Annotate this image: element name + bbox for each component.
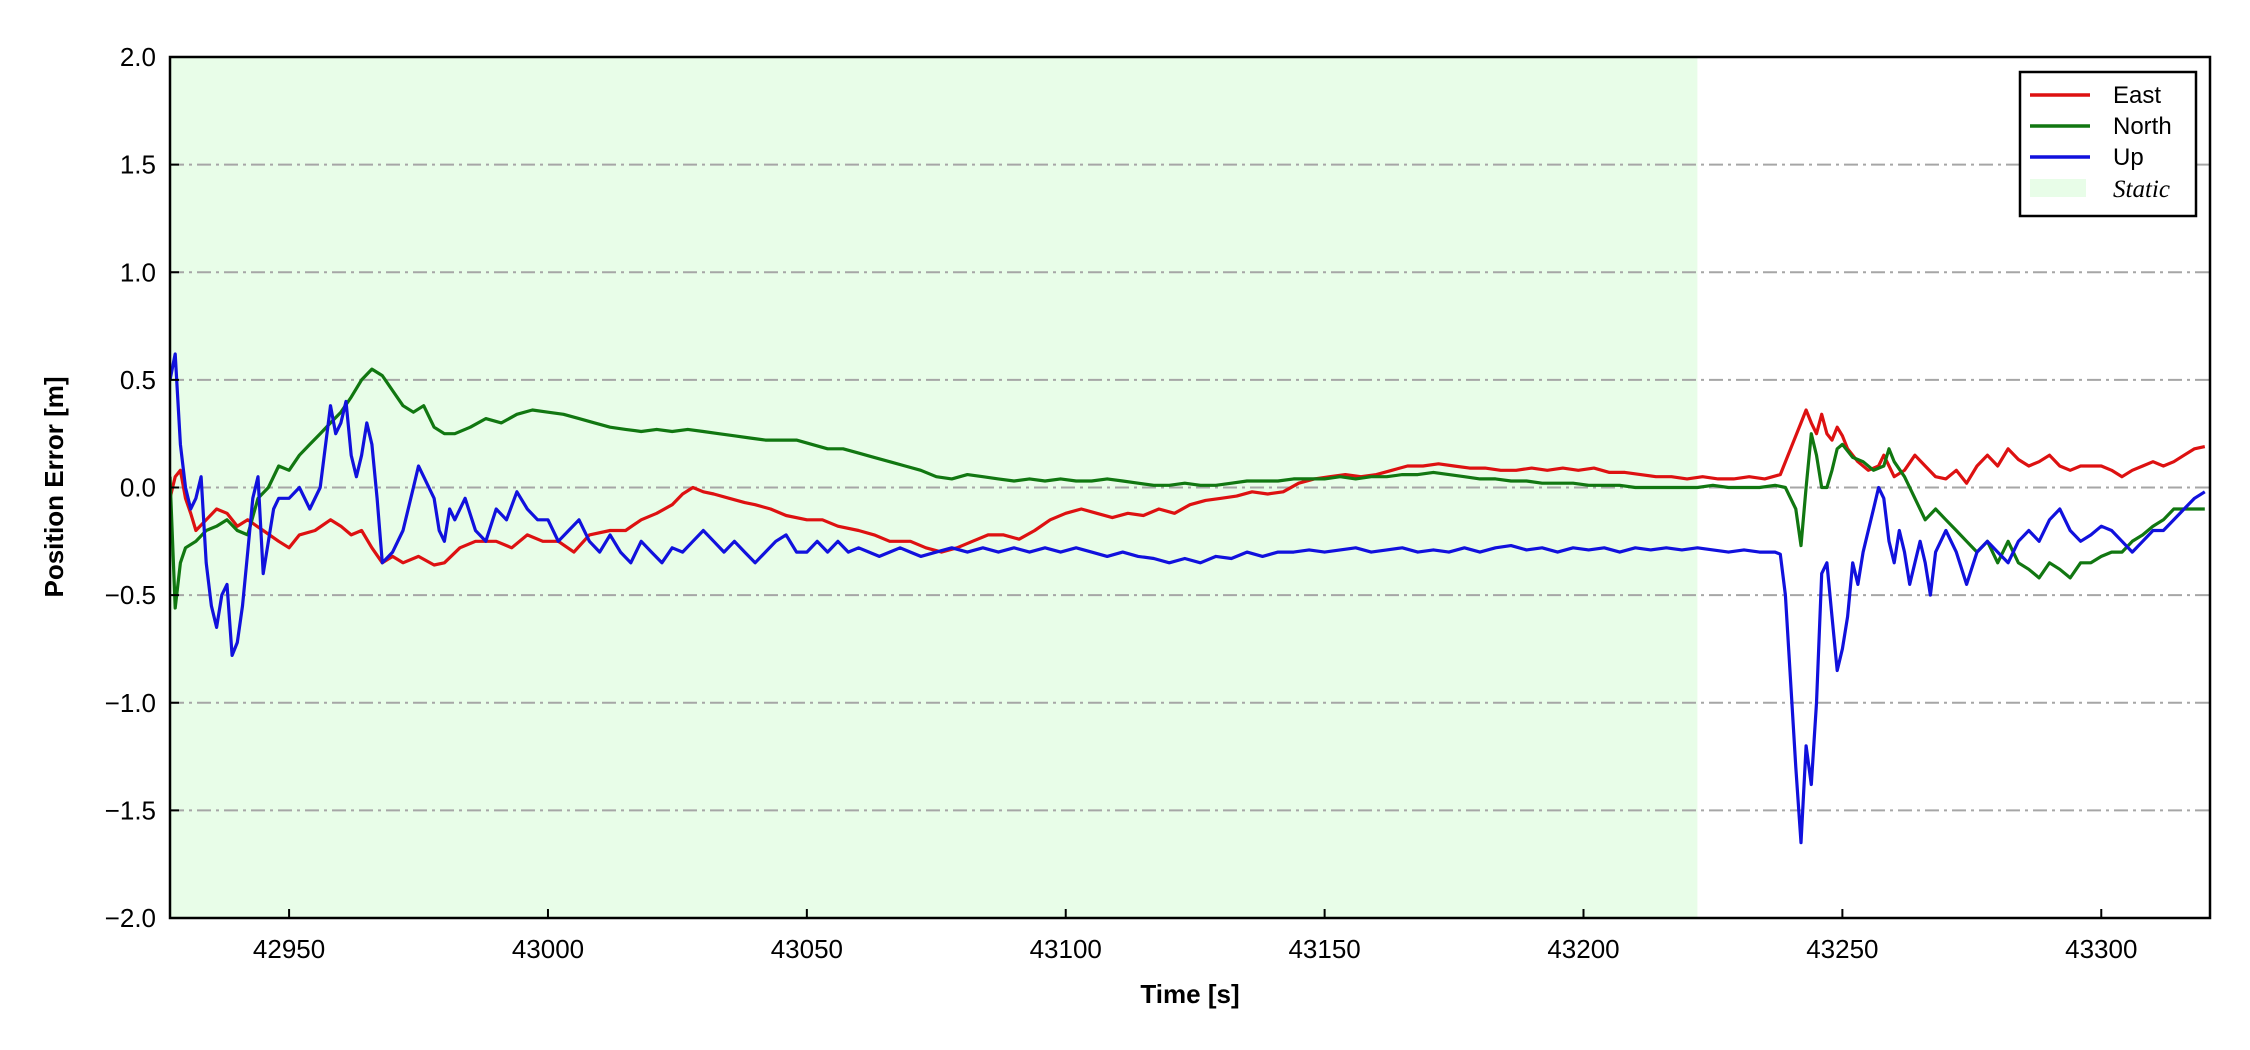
legend-label-up: Up <box>2113 144 2144 171</box>
series-line-north <box>170 367 2205 610</box>
x-tick-label: 43200 <box>1547 934 1619 964</box>
y-tick-label: 2.0 <box>120 42 156 72</box>
x-tick-label: 43100 <box>1030 934 1102 964</box>
series-layer <box>170 352 2206 845</box>
series-line-east <box>170 408 2206 567</box>
legend-label-north: North <box>2113 113 2172 140</box>
x-tick-label: 43050 <box>771 934 843 964</box>
grid-layer <box>170 163 2210 812</box>
y-tick-label: −0.5 <box>105 580 156 610</box>
y-tick-label: 1.0 <box>120 257 156 287</box>
y-axis: −2.0 −1.5 −1.0 −0.5 0.0 0.5 1.0 1.5 2.0 <box>105 42 179 933</box>
y-tick-label: −1.0 <box>105 688 156 718</box>
y-tick-label: 0.0 <box>120 473 156 503</box>
legend-swatch-static <box>2030 179 2086 197</box>
x-tick-label: 43000 <box>512 934 584 964</box>
legend-label-static: Static <box>2113 176 2170 203</box>
x-tick-label: 43300 <box>2065 934 2137 964</box>
x-axis-title: Time [s] <box>1140 979 1239 1009</box>
legend-label-east: East <box>2113 82 2161 109</box>
y-axis-title: Position Error [m] <box>39 376 69 597</box>
y-tick-label: 1.5 <box>120 150 156 180</box>
y-tick-label: −1.5 <box>105 795 156 825</box>
y-tick-label: −2.0 <box>105 903 156 933</box>
legend: East North Up Static <box>2018 70 2198 218</box>
y-tick-label: 0.5 <box>120 365 156 395</box>
x-tick-label: 43250 <box>1806 934 1878 964</box>
x-tick-label: 43150 <box>1288 934 1360 964</box>
x-axis: 42950 43000 43050 43100 43150 43200 43250 43300 <box>253 909 2137 964</box>
x-tick-label: 42950 <box>253 934 325 964</box>
series-line-up <box>170 352 2206 845</box>
